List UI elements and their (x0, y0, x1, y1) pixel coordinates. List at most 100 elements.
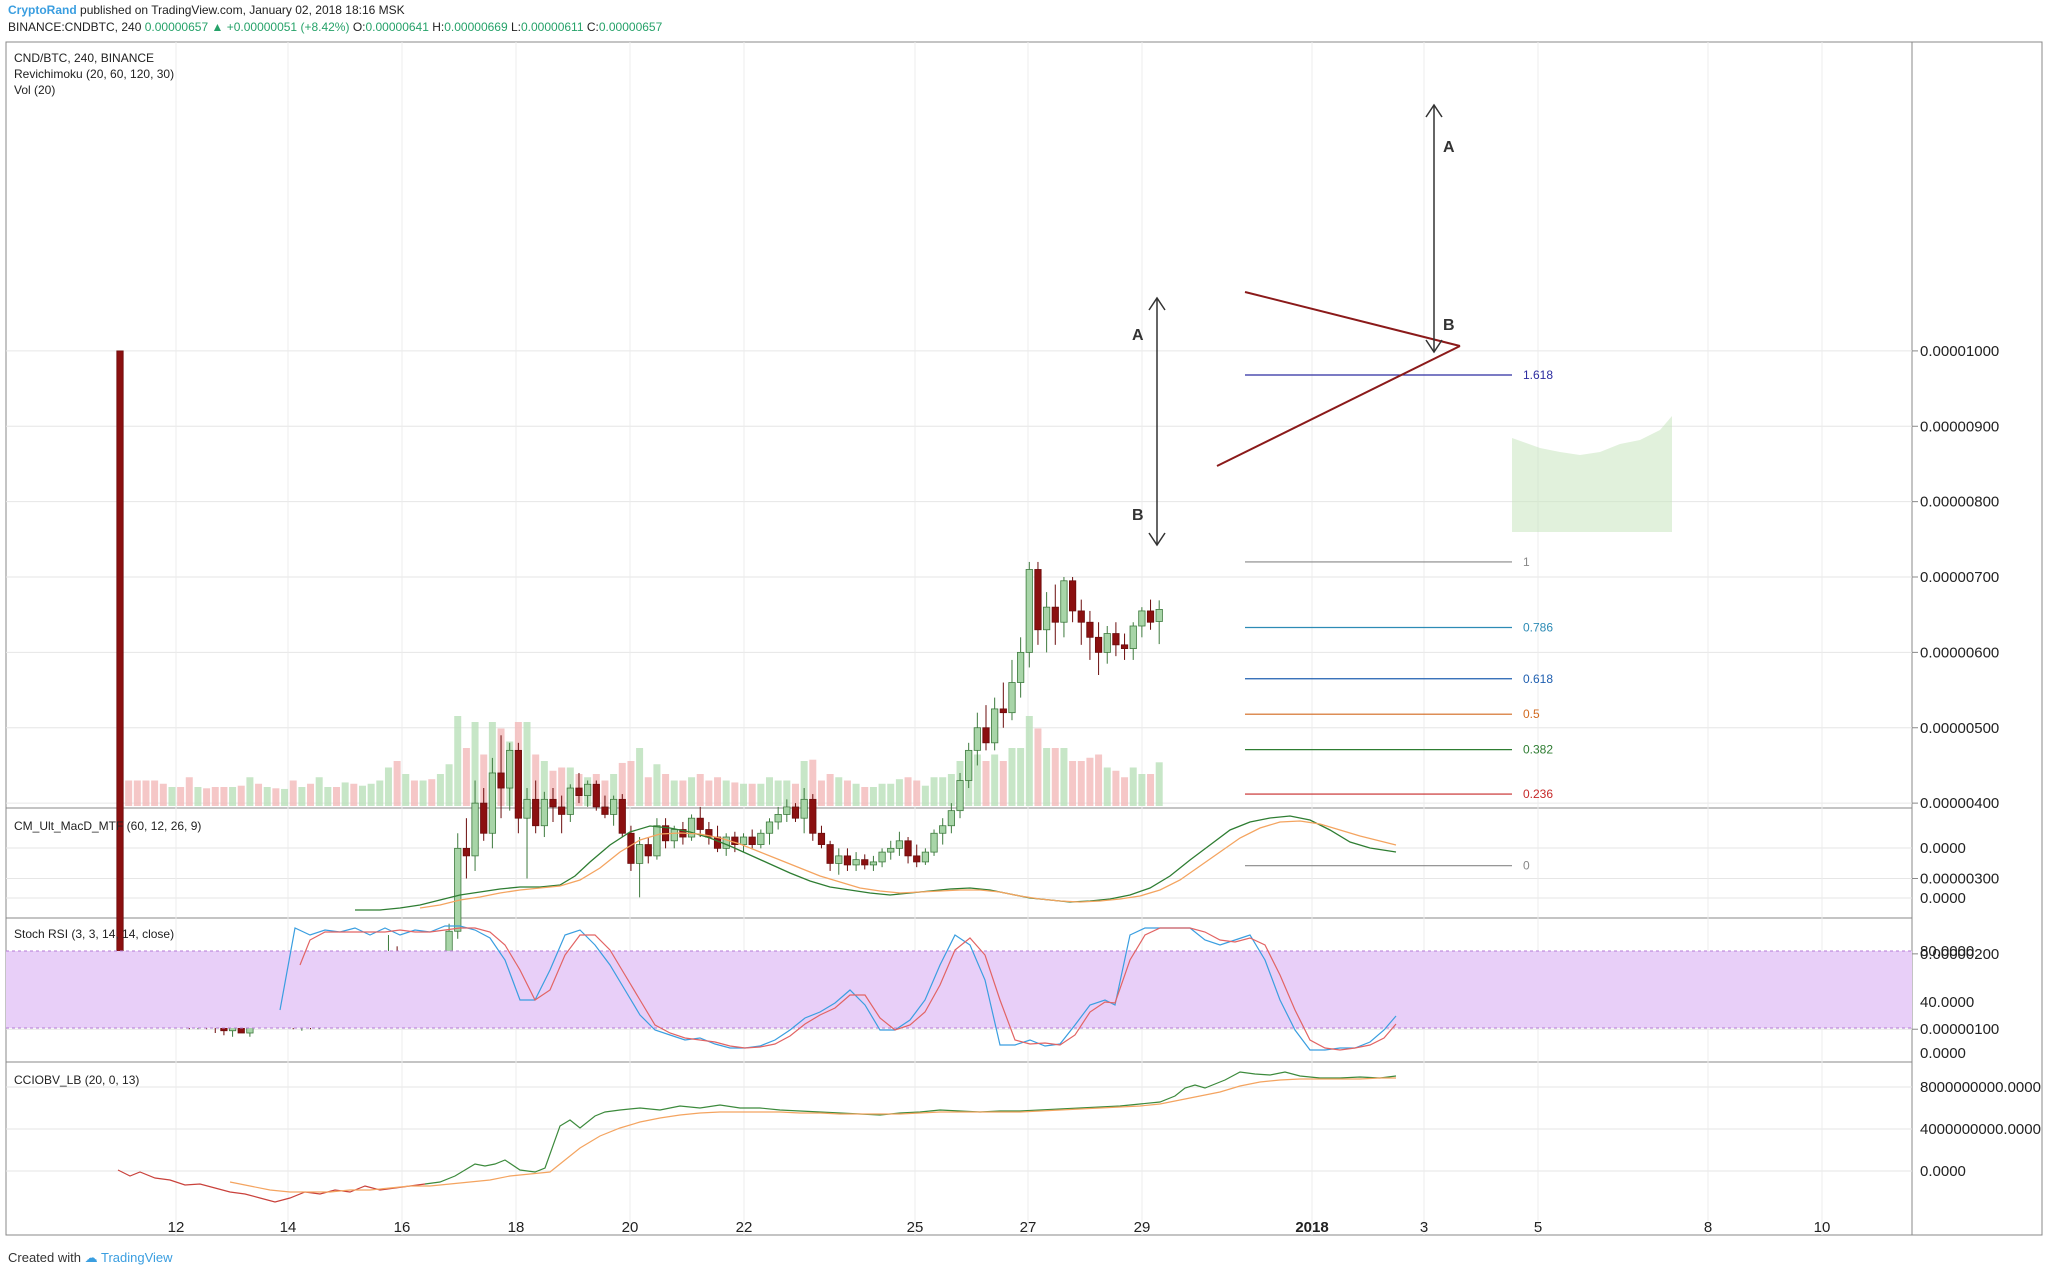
volume-bar (428, 779, 436, 806)
volume-bar (1051, 748, 1059, 806)
candle-body (748, 836, 756, 845)
candle-body (514, 749, 522, 819)
y-tick-label: 0.00000600 (1920, 644, 1999, 661)
obv-pane-title: CCIOBV_LB (20, 0, 13) (14, 1073, 139, 1087)
chart-header: CryptoRand published on TradingView.com,… (8, 2, 2038, 38)
volume-bar (307, 783, 315, 806)
stoch-pane-title: Stoch RSI (3, 3, 14, 14, close) (14, 927, 174, 941)
volume-bar (211, 787, 219, 806)
volume-bar (419, 780, 427, 806)
x-tick-label: 2018 (1295, 1219, 1328, 1236)
candle-body (791, 806, 800, 819)
candle-body (869, 861, 878, 866)
volume-bar (627, 761, 635, 806)
candle-body (462, 847, 471, 857)
candle-body (835, 855, 843, 864)
price-change: +0.00000051 (+8.42%) (226, 20, 350, 34)
x-tick-label: 20 (622, 1219, 639, 1236)
x-tick-label: 25 (907, 1219, 924, 1236)
volume-bar (679, 780, 687, 806)
publish-info: published on TradingView.com, January 02… (80, 3, 405, 17)
volume-bar (705, 780, 713, 806)
created-with-label: Created with (8, 1250, 81, 1265)
volume-bar (246, 777, 254, 806)
volume-bar (887, 783, 895, 806)
volume-bar (947, 774, 955, 806)
candle-body (913, 855, 921, 863)
volume-bar (532, 754, 540, 806)
volume-bar (601, 780, 609, 806)
volume-bar (220, 787, 228, 806)
candle-body (739, 836, 748, 845)
candle-body (506, 749, 514, 789)
candle-body (1138, 610, 1146, 627)
ohlc-close-label: C: (586, 20, 599, 34)
tradingview-link[interactable]: TradingView (101, 1250, 173, 1265)
candle-body (532, 798, 540, 827)
macd-pane: CM_Ult_MacD_MTF (60, 12, 26, 9) (14, 815, 1397, 911)
volume-bar (333, 787, 340, 806)
volume-bar (229, 787, 237, 806)
candle-body (1008, 682, 1016, 714)
volume-bar (445, 764, 453, 806)
symbol-info-line: BINANCE:CNDBTC, 240 0.00000657 ▲ +0.0000… (8, 19, 2038, 36)
leg-a-arrowhead-bottom (1148, 532, 1166, 547)
volume-bar (1112, 770, 1120, 806)
y-tick-label: 0.00000700 (1920, 569, 1999, 586)
label-b-left: B (1132, 507, 1144, 524)
volume-bar (895, 779, 903, 806)
macd-y-tick-label: 0.0000 (1920, 840, 1966, 857)
candle-body (1155, 609, 1163, 622)
candle-body (540, 798, 548, 827)
candle-body (1069, 580, 1077, 612)
volume-bar (168, 787, 176, 806)
cciobv-signal-line (229, 1077, 1396, 1193)
candle-body (965, 749, 973, 781)
volume-bar (203, 788, 211, 806)
volume-bar (1034, 728, 1042, 806)
volume-bar (125, 780, 133, 806)
fib-level-label: 1 (1523, 555, 1530, 569)
candle-body (1077, 610, 1085, 623)
volume-bar (1129, 767, 1137, 806)
x-tick-label: 16 (394, 1219, 411, 1236)
y-tick-label: 0.00000200 (1920, 946, 1999, 963)
candle-body (610, 798, 618, 815)
y-tick-label: 0.00000900 (1920, 418, 1999, 435)
volume-bar (991, 754, 999, 806)
x-tick-label: 27 (1020, 1219, 1037, 1236)
candle-body (592, 783, 600, 808)
ohlc-close-value: 0.00000657 (598, 20, 663, 34)
tradingview-cloud-icon: ☁ (84, 1250, 98, 1265)
volume-bar (670, 780, 678, 806)
candle-body (757, 832, 765, 845)
volume-bar (636, 748, 644, 806)
candle-body (843, 855, 852, 866)
obv-y-tick-label: 4000000000.0000 (1920, 1121, 2041, 1138)
pane-frames (5, 41, 2043, 1236)
candle-body (523, 798, 531, 819)
volume-bar (904, 777, 912, 806)
candle-body (454, 847, 462, 932)
stoch-y-tick-label: 80.0000 (1920, 943, 1974, 960)
candle-body (497, 772, 505, 789)
candle-body (1025, 569, 1033, 653)
volume-bar (1017, 748, 1025, 806)
y-tick-label: 0.00000500 (1920, 720, 1999, 737)
volume-bar (653, 764, 661, 806)
ohlc-low-value: 0.00000611 (521, 20, 584, 34)
author-link[interactable]: CryptoRand (8, 3, 77, 17)
cciobv-line (117, 1169, 426, 1203)
volume-bar (1155, 762, 1163, 806)
volume-bar (644, 777, 652, 806)
cciobv-pane: CCIOBV_LB (20, 0, 13) (14, 1071, 1397, 1203)
volume-bar (921, 785, 929, 806)
volume-bar (852, 783, 860, 806)
volume-bar (913, 780, 921, 806)
time-axis-ticks: 12 14 16 18 20 22 25 27 29 2018 3 5 8 10 (168, 1219, 1831, 1236)
candle-body (670, 829, 678, 842)
cciobv-green-line (424, 1071, 1397, 1185)
volume-bar (367, 783, 375, 806)
candle-body (1060, 580, 1068, 623)
